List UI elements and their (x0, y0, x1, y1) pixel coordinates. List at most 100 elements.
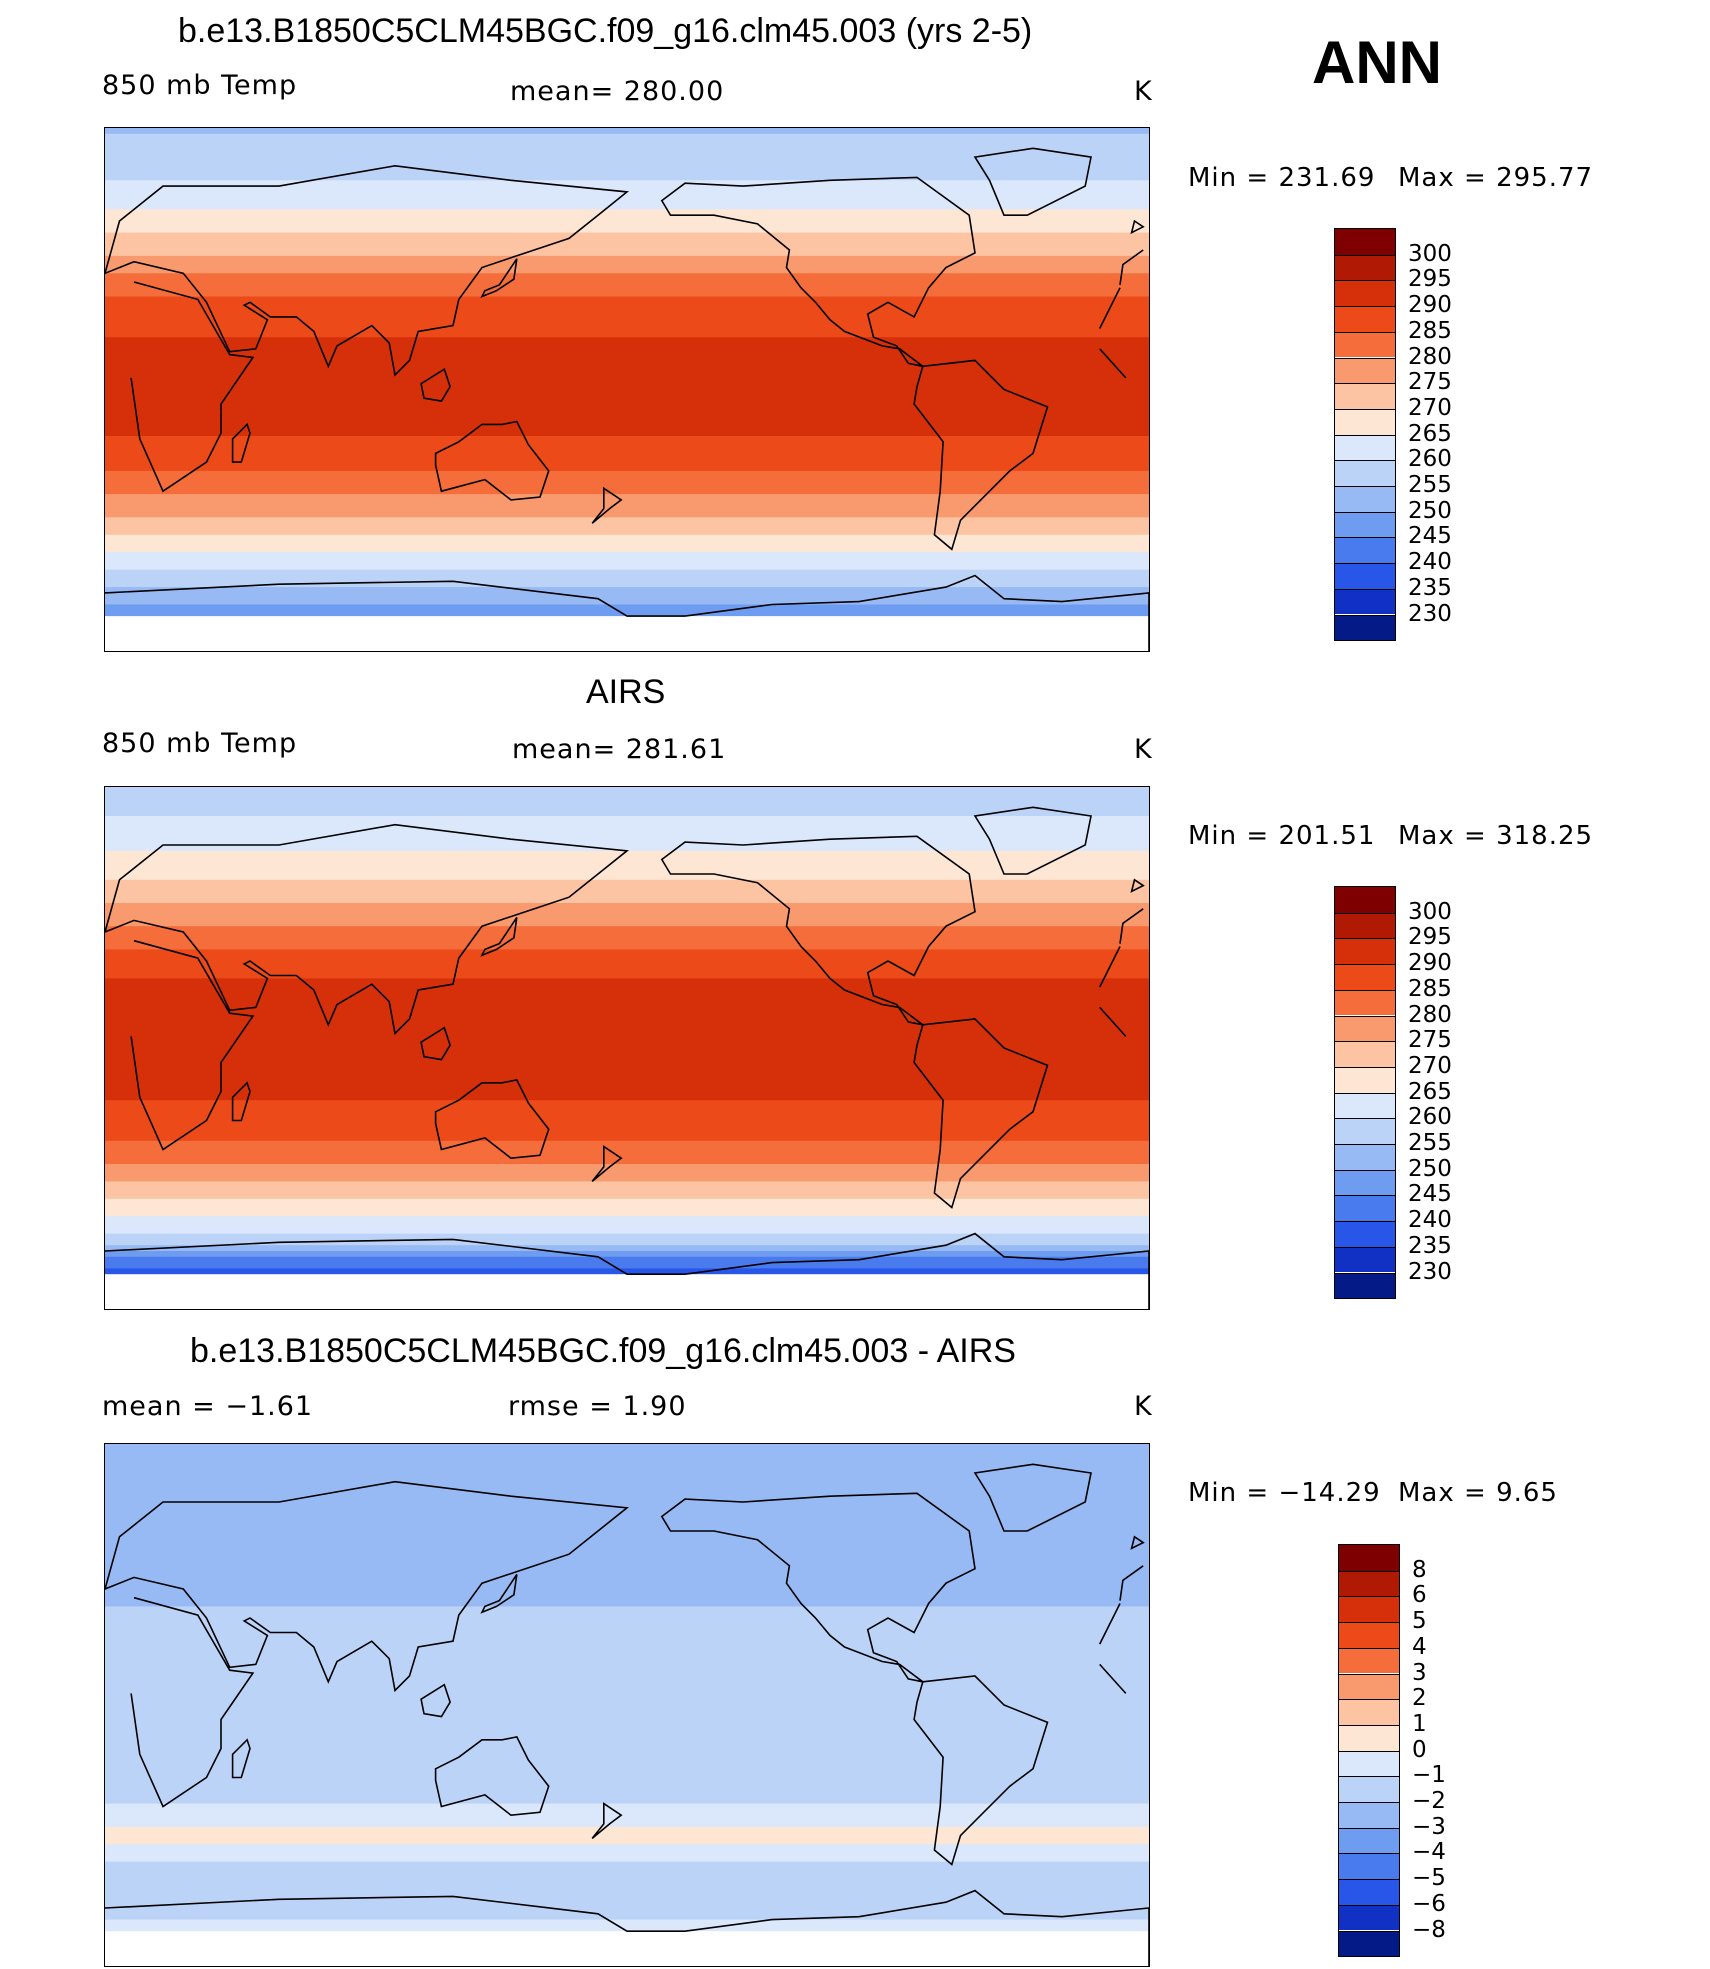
zonal-band (105, 313, 1149, 321)
zonal-band (105, 1618, 1149, 1625)
panel-3-title: b.e13.B1850C5CLM45BGC.f09_g16.clm45.003 … (190, 1332, 1016, 1370)
zonal-band (105, 1239, 1149, 1246)
zonal-band (105, 966, 1149, 974)
zonal-band (105, 1117, 1149, 1124)
colorbar-swatch (1335, 280, 1395, 307)
zonal-band (105, 1467, 1149, 1474)
zonal-band (105, 1670, 1149, 1677)
zonal-band (105, 1612, 1149, 1619)
zonal-band (105, 1676, 1149, 1683)
zonal-band (105, 1751, 1149, 1758)
zonal-band (105, 1106, 1149, 1113)
zonal-band (105, 1606, 1149, 1613)
zonal-band (105, 903, 1149, 910)
zonal-band (105, 1059, 1149, 1066)
colorbar-swatch (1339, 1673, 1399, 1700)
zonal-band (105, 563, 1149, 571)
zonal-band (105, 209, 1149, 216)
zonal-band (105, 517, 1149, 524)
colorbar-tick-label: 4 (1412, 1633, 1427, 1660)
zonal-band (105, 1169, 1149, 1177)
zonal-band (105, 372, 1149, 379)
zonal-band (105, 1792, 1149, 1799)
zonal-band (105, 1687, 1149, 1694)
zonal-band (105, 1513, 1149, 1520)
colorbar-swatch (1335, 1041, 1395, 1067)
zonal-band (105, 470, 1149, 478)
zonal-band (105, 395, 1149, 402)
zonal-band (105, 610, 1149, 617)
coastline-south-america (913, 1675, 1049, 1866)
coastline-uk (1130, 1535, 1145, 1550)
zonal-band (105, 1227, 1149, 1235)
zonal-band (105, 868, 1149, 875)
zonal-band (105, 1187, 1149, 1194)
zonal-band (105, 441, 1149, 449)
panel-3-mean-label: mean = −1.61 (102, 1391, 314, 1422)
panel-1-variable-label: 850 mb Temp (102, 70, 298, 101)
zonal-band (105, 1222, 1149, 1229)
zonal-band (105, 1502, 1149, 1509)
colorbar-tick-label: 235 (1408, 574, 1452, 601)
zonal-band (105, 1716, 1149, 1723)
zonal-band (105, 1094, 1149, 1101)
zonal-band (105, 1908, 1149, 1915)
zonal-band (105, 319, 1149, 327)
zonal-band (105, 1560, 1149, 1567)
panel-2-min-label: Min = 201.51 (1188, 821, 1376, 851)
zonal-band (105, 1135, 1149, 1142)
zonal-band (105, 1728, 1149, 1735)
colorbar-tick-label: 300 (1408, 898, 1452, 925)
zonal-band (105, 932, 1149, 939)
zonal-band (105, 1001, 1149, 1008)
zonal-band (105, 1262, 1149, 1269)
zonal-band (105, 1768, 1149, 1776)
zonal-band (105, 798, 1149, 805)
zonal-band (105, 499, 1149, 507)
zonal-band (105, 1583, 1149, 1590)
zonal-band (105, 1444, 1149, 1451)
colorbar-swatch (1335, 1092, 1395, 1119)
colorbar-swatch (1339, 1827, 1399, 1854)
zonal-band (105, 804, 1149, 811)
zonal-band (105, 1268, 1149, 1275)
colorbar-swatch (1339, 1802, 1399, 1828)
zonal-band (105, 1053, 1149, 1061)
coastline-south-america (913, 1018, 1049, 1209)
zonal-band (105, 587, 1149, 594)
zonal-band (105, 197, 1149, 205)
zonal-band (105, 926, 1149, 933)
panel-3-min-label: Min = −14.29 (1188, 1478, 1381, 1508)
colorbar-tick-label: 295 (1408, 924, 1452, 951)
colorbar-swatch (1335, 1118, 1395, 1144)
colorbar-tick-label: −8 (1412, 1916, 1446, 1943)
zonal-band (105, 1484, 1149, 1491)
zonal-band (105, 1739, 1149, 1747)
zonal-band (105, 1832, 1149, 1839)
colorbar-tick-label: 8 (1412, 1556, 1427, 1583)
zonal-band (105, 244, 1149, 251)
colorbar-tick-label: 1 (1412, 1710, 1427, 1737)
zonal-band (105, 1629, 1149, 1636)
zonal-band (105, 955, 1149, 962)
colorbar-swatch (1335, 563, 1395, 589)
coastline-north-america (660, 835, 976, 1026)
season-label: ANN (1312, 29, 1442, 96)
zonal-band (105, 1780, 1149, 1787)
zonal-band (105, 1919, 1149, 1926)
zonal-band (105, 430, 1149, 437)
zonal-band (105, 168, 1149, 176)
zonal-band (105, 1884, 1149, 1892)
zonal-band (105, 1658, 1149, 1665)
zonal-band (105, 581, 1149, 588)
panel-1-max-label: Max = 295.77 (1398, 163, 1594, 193)
zonal-band (105, 1763, 1149, 1770)
zonal-band (105, 845, 1149, 852)
zonal-band (105, 174, 1149, 181)
panel-2-variable-label: 850 mb Temp (102, 728, 298, 759)
zonal-band (105, 505, 1149, 513)
zonal-band (105, 1198, 1149, 1206)
zonal-band (105, 139, 1149, 147)
zonal-band (105, 447, 1149, 455)
zonal-band (105, 995, 1149, 1003)
